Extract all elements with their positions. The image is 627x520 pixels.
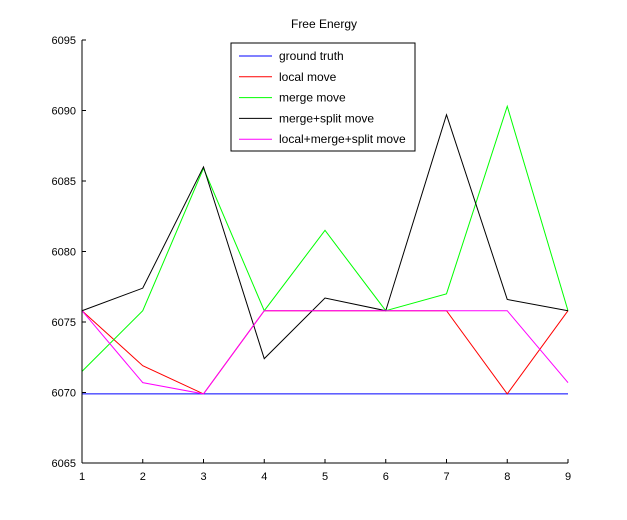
x-tick-label: 7 (443, 471, 449, 483)
plot-area (81, 104, 569, 395)
legend-box (230, 42, 416, 152)
legend-label: ground truth (279, 49, 344, 63)
x-tick-label: 4 (261, 471, 267, 483)
legend: ground truth local move merge move merge+sp… (230, 42, 416, 152)
chart-title: Free Energy (291, 17, 357, 31)
x-tick-label: 6 (383, 471, 389, 483)
x-tick-label: 3 (200, 471, 206, 483)
y-tick-label: 6095 (52, 35, 76, 47)
series-line-local-move (81, 310, 569, 395)
legend-label: merge+split move (279, 111, 374, 125)
series-line-merge-move (81, 104, 569, 372)
y-tick-label: 6065 (52, 458, 76, 470)
y-tick-label: 6090 (52, 106, 76, 118)
y-tick-label: 6075 (52, 317, 76, 329)
x-tick-label: 5 (322, 471, 328, 483)
x-tick-label: 2 (140, 471, 146, 483)
y-tick-label: 6070 (52, 388, 76, 400)
legend-label: local move (279, 70, 337, 84)
x-tick-label: 8 (504, 471, 510, 483)
x-tick-label: 1 (79, 471, 85, 483)
legend-label: local+merge+split move (279, 132, 406, 146)
series-line-merge-split-move (81, 113, 569, 360)
y-tick-label: 6085 (52, 176, 76, 188)
legend-label: merge move (279, 91, 346, 105)
y-tick-label: 6080 (52, 247, 76, 259)
axes: 6065 6070 6075 6080 6085 6090 6095 1 2 3 4 5 6 7 8 9 (52, 35, 572, 483)
x-tick-label: 9 (565, 471, 571, 483)
series-line-local-merge-split-move (81, 310, 569, 395)
